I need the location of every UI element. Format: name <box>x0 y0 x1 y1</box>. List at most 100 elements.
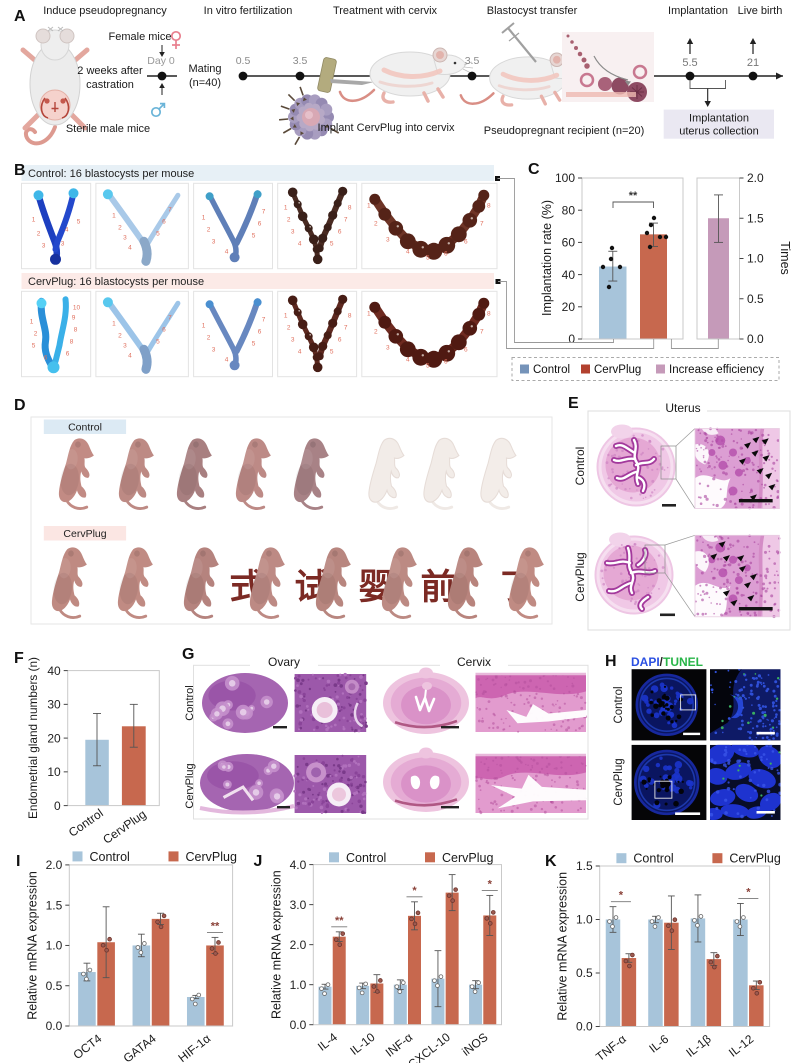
svg-text:CervPlug: CervPlug <box>594 364 641 376</box>
svg-text:Implantation: Implantation <box>689 113 749 125</box>
svg-text:7: 7 <box>480 328 484 335</box>
svg-text:2: 2 <box>374 220 378 227</box>
svg-text:4: 4 <box>406 356 410 363</box>
svg-text:Increase efficiency: Increase efficiency <box>669 364 764 376</box>
svg-text:*: * <box>619 890 624 902</box>
svg-text:*: * <box>746 886 751 898</box>
svg-text:B: B <box>14 162 26 179</box>
svg-text:iNOS: iNOS <box>459 1030 490 1059</box>
svg-text:D: D <box>14 397 26 414</box>
svg-text:4: 4 <box>128 244 132 251</box>
svg-text:8: 8 <box>70 338 74 345</box>
svg-text:CervPlug: 16 blastocysts per m: CervPlug: 16 blastocysts per mouse <box>28 276 204 288</box>
svg-text:Uterus: Uterus <box>665 401 700 415</box>
svg-text:7: 7 <box>262 208 266 215</box>
svg-text:5.5: 5.5 <box>682 57 697 69</box>
svg-text:5: 5 <box>156 338 160 345</box>
svg-text:4: 4 <box>65 226 69 233</box>
svg-text:Control: Control <box>613 686 625 723</box>
svg-text:6: 6 <box>444 250 448 257</box>
svg-text:**: ** <box>335 915 344 927</box>
svg-text:5: 5 <box>252 340 256 347</box>
svg-text:CervPlug: CervPlug <box>63 528 106 540</box>
svg-text:Cervix: Cervix <box>457 655 491 669</box>
svg-text:8: 8 <box>348 312 352 319</box>
svg-text:7: 7 <box>480 220 484 227</box>
svg-text:10: 10 <box>47 765 61 779</box>
svg-text:8: 8 <box>348 204 352 211</box>
svg-text:5: 5 <box>330 348 334 355</box>
svg-text:2.0: 2.0 <box>46 858 63 872</box>
svg-text:1: 1 <box>202 214 206 221</box>
svg-text:10: 10 <box>73 304 81 311</box>
svg-text:2: 2 <box>37 230 41 237</box>
svg-text:CervPlug: CervPlug <box>184 763 196 808</box>
svg-text:3.0: 3.0 <box>290 898 307 912</box>
svg-text:Day 0: Day 0 <box>147 55 175 67</box>
svg-text:4.0: 4.0 <box>290 858 307 872</box>
svg-text:3: 3 <box>386 236 390 243</box>
svg-text:Treatment with cervix: Treatment with cervix <box>333 5 438 17</box>
svg-text:2 weeks after: 2 weeks after <box>77 65 143 77</box>
svg-text:6: 6 <box>444 358 448 365</box>
svg-text:7: 7 <box>262 316 266 323</box>
svg-text:1.5: 1.5 <box>576 859 593 873</box>
svg-text:4: 4 <box>225 356 229 363</box>
svg-text:0.0: 0.0 <box>576 1020 593 1034</box>
svg-text:3: 3 <box>291 336 295 343</box>
svg-text:6: 6 <box>464 346 468 353</box>
svg-text:5: 5 <box>252 232 256 239</box>
svg-text:6: 6 <box>338 336 342 343</box>
svg-text:40: 40 <box>562 268 576 282</box>
svg-text:1: 1 <box>284 204 288 211</box>
svg-text:20: 20 <box>47 731 61 745</box>
svg-text:8: 8 <box>487 310 491 317</box>
svg-text:Times: Times <box>778 241 792 275</box>
svg-text:3: 3 <box>386 344 390 351</box>
svg-text:0.5: 0.5 <box>747 292 764 306</box>
svg-text:1: 1 <box>30 318 34 325</box>
svg-text:IL-6: IL-6 <box>646 1032 671 1056</box>
svg-text:6: 6 <box>258 220 262 227</box>
svg-text:Control: Control <box>533 364 570 376</box>
svg-text:3: 3 <box>123 342 127 349</box>
svg-text:G: G <box>182 646 194 663</box>
svg-text:Control: Control <box>184 685 196 720</box>
svg-text:Control: Control <box>90 850 130 864</box>
svg-text:30: 30 <box>47 698 61 712</box>
svg-text:GATA4: GATA4 <box>121 1031 159 1063</box>
svg-text:2: 2 <box>374 328 378 335</box>
svg-text:3: 3 <box>61 240 65 247</box>
svg-text:5: 5 <box>426 362 430 369</box>
svg-text:F: F <box>14 650 24 667</box>
svg-text:Mating: Mating <box>188 63 221 75</box>
svg-text:CervPlug: CervPlug <box>186 850 237 864</box>
svg-text:HIF-1α: HIF-1α <box>176 1031 214 1063</box>
svg-text:0.5: 0.5 <box>46 979 63 993</box>
svg-text:5: 5 <box>32 342 36 349</box>
svg-text:2: 2 <box>287 324 291 331</box>
svg-text:2.0: 2.0 <box>290 938 307 952</box>
svg-text:1: 1 <box>202 322 206 329</box>
svg-text:Female mice: Female mice <box>109 31 172 43</box>
svg-text:40: 40 <box>47 664 61 678</box>
svg-text:5: 5 <box>330 240 334 247</box>
svg-text:1: 1 <box>32 216 36 223</box>
svg-text:7: 7 <box>168 206 172 213</box>
svg-text:CervPlug: CervPlug <box>613 758 625 805</box>
svg-text:1.0: 1.0 <box>290 978 307 992</box>
svg-text:3: 3 <box>212 238 216 245</box>
svg-text:1: 1 <box>112 212 116 219</box>
svg-text:Control: Control <box>68 422 102 434</box>
svg-text:**: ** <box>211 920 220 932</box>
svg-text:3: 3 <box>212 346 216 353</box>
svg-text:2: 2 <box>118 332 122 339</box>
svg-text:C: C <box>528 161 540 178</box>
svg-text:OCT4: OCT4 <box>71 1031 105 1062</box>
svg-text:H: H <box>605 653 617 670</box>
svg-text:Endometrial gland numbers (n): Endometrial gland numbers (n) <box>26 657 40 819</box>
svg-text:TUNEL: TUNEL <box>663 655 703 669</box>
svg-text:IL-1β: IL-1β <box>683 1032 713 1060</box>
svg-text:6: 6 <box>66 350 70 357</box>
svg-text:Control: Control <box>633 852 673 866</box>
